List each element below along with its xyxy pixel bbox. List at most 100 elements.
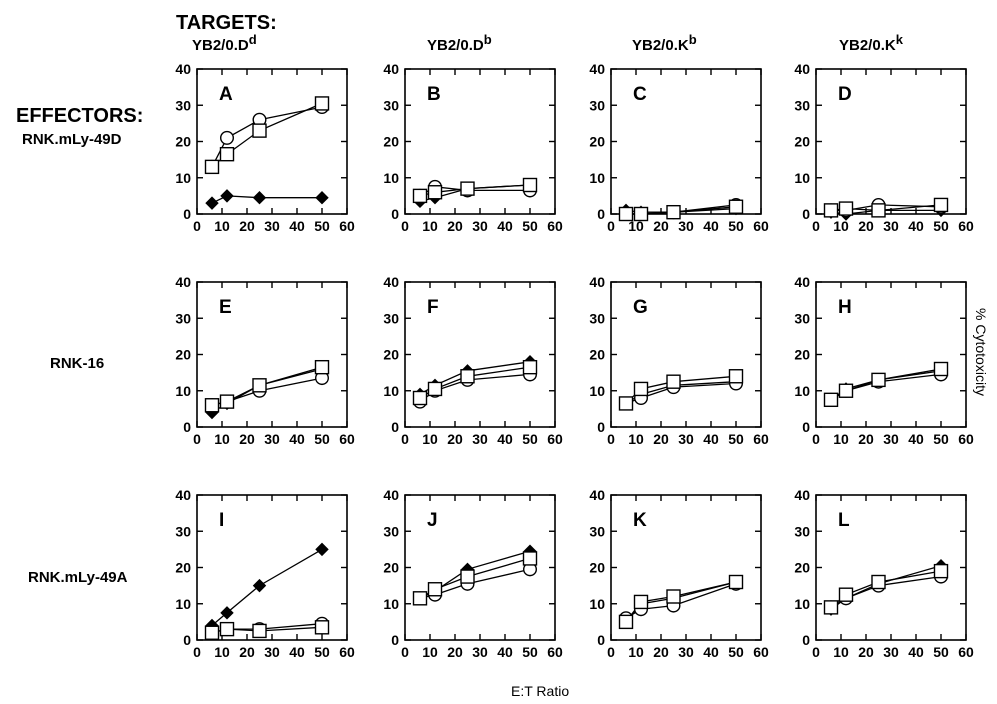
panel-h: 0 10 20 30 40 0 10 20 30 40 50 60 H (794, 274, 974, 447)
panel-b-point-square (522, 177, 538, 193)
panel-d-point-square (933, 197, 949, 213)
panel-e-xtick-label: 60 (339, 431, 355, 447)
panel-e-xtick-label: 50 (314, 431, 330, 447)
panel-h-point-square (823, 392, 839, 408)
panel-k: 0 10 20 30 40 0 10 20 30 40 50 60 K (589, 487, 769, 660)
panel-l-ytick-label: 20 (794, 560, 810, 576)
panel-e-point-square (204, 398, 220, 413)
panel-j-ytick-label: 0 (391, 632, 399, 648)
panel-k-ytick-label: 40 (589, 487, 605, 503)
panel-k-point-square (633, 594, 649, 610)
panel-l-ytick-label: 0 (802, 632, 810, 648)
panel-k-ytick-label: 30 (589, 523, 605, 539)
panel-j-ytick-label: 20 (383, 560, 399, 576)
panel-l-ytick-label: 40 (794, 487, 810, 503)
panel-d-ytick-label: 10 (794, 170, 810, 186)
panel-k-ytick-label: 20 (589, 560, 605, 576)
panel-k-xtick-label: 40 (703, 644, 719, 660)
panel-l-point-square (823, 600, 839, 615)
panel-a-xtick-label: 0 (193, 218, 201, 234)
panel-g-ytick-label: 30 (589, 310, 605, 326)
panel-l-series-diamond-filled-line (830, 565, 942, 610)
panel-f: 0 10 20 30 40 0 10 20 30 40 50 60 F (383, 274, 563, 447)
panel-c-point-square (633, 206, 649, 222)
panel-b-label: B (427, 84, 441, 105)
panel-c-xtick-label: 40 (703, 218, 719, 234)
panel-k-xtick-label: 30 (678, 644, 694, 660)
panel-j-series-diamond-filled-line (419, 550, 531, 599)
panel-h-ytick-label: 0 (802, 419, 810, 435)
panel-d: 0 10 20 30 40 0 10 20 30 40 50 60 D (794, 61, 974, 234)
panel-c-point-square (618, 206, 634, 222)
panel-c-xtick-label: 0 (607, 218, 615, 234)
panel-k-point-square (618, 614, 634, 630)
panel-c-ytick-label: 10 (589, 170, 605, 186)
panel-j-xtick-label: 0 (401, 644, 409, 660)
panel-f-series-circle-open-line (419, 373, 531, 403)
panel-c-series-square-open-line (626, 206, 737, 215)
panel-h-ytick-label: 30 (794, 310, 810, 326)
panel-e-point-square (314, 359, 330, 375)
panel-b-xtick-label: 10 (422, 218, 438, 234)
panel-l-point-square (838, 587, 854, 602)
panel-i-xtick-label: 0 (193, 644, 201, 660)
panel-a-point-diamond (315, 190, 329, 205)
panel-i-series-diamond-filled-line (211, 548, 323, 626)
panel-i-ytick-label: 40 (175, 487, 191, 503)
panel-f-xtick-label: 40 (497, 431, 513, 447)
target-label-2: YB2/0.Db (427, 32, 492, 54)
panel-h-xtick-label: 0 (812, 431, 820, 447)
panel-i-xtick-label: 50 (314, 644, 330, 660)
panel-f-xtick-label: 20 (447, 431, 463, 447)
panel-h-xtick-label: 20 (858, 431, 874, 447)
panel-g-ytick-label: 0 (597, 419, 605, 435)
panel-i-series-square-open-line (211, 626, 323, 634)
panel-e-ytick-label: 0 (183, 419, 191, 435)
panel-e: 0 10 20 30 40 0 10 20 30 40 50 60 E (175, 274, 355, 447)
panel-j-point-square (427, 582, 443, 597)
panel-a-point-circle (219, 130, 234, 145)
panel-d-xtick-label: 0 (812, 218, 820, 234)
panel-f-series-square-open-line (419, 366, 531, 399)
panel-a-ytick-label: 20 (175, 134, 191, 150)
panel-l-xtick-label: 30 (883, 644, 899, 660)
panel-d-point-square (823, 203, 839, 218)
panel-g-xtick-label: 30 (678, 431, 694, 447)
panel-c: 0 10 20 30 40 0 10 20 30 40 50 60 C (589, 61, 769, 234)
panel-d-ytick-label: 20 (794, 134, 810, 150)
panel-c-label: C (633, 84, 647, 105)
panel-c-ytick-label: 40 (589, 61, 605, 77)
panel-g-point-square (633, 381, 649, 397)
panel-j-xtick-label: 60 (547, 644, 563, 660)
panel-h-series-square-open-line (830, 368, 942, 401)
panel-b: 0 10 20 30 40 0 10 20 30 40 50 60 B (383, 61, 563, 234)
panel-i-ytick-label: 0 (183, 632, 191, 648)
effector-label-3: RNK.mLy-49A (28, 569, 128, 586)
panel-d-ytick-label: 0 (802, 206, 810, 222)
panel-h-ytick-label: 20 (794, 347, 810, 363)
panel-i-point-square (204, 625, 220, 640)
panel-a-point-diamond (220, 189, 234, 203)
panel-d-series-diamond-filled-line (830, 209, 941, 215)
panel-a-xtick-label: 60 (339, 218, 355, 234)
panel-b-xtick-label: 0 (401, 218, 409, 234)
panel-j-point-square (412, 591, 428, 606)
panel-i-label: I (219, 510, 224, 531)
y-axis-label: % Cytotoxicity (973, 308, 989, 396)
panel-d-xtick-label: 10 (833, 218, 849, 234)
panel-l-point-square (871, 574, 886, 590)
panel-l-ytick-label: 30 (794, 523, 810, 539)
panel-d-series-square-open-line (830, 204, 942, 212)
panel-i-xtick-label: 30 (264, 644, 280, 660)
panel-f-point-square (522, 359, 538, 375)
panel-e-ytick-label: 20 (175, 347, 191, 363)
panel-a-xtick-label: 10 (214, 218, 230, 234)
panel-f-xtick-label: 50 (522, 431, 538, 447)
panel-f-ytick-label: 10 (383, 383, 399, 399)
panel-b-xtick-label: 20 (447, 218, 463, 234)
panel-c-ytick-label: 30 (589, 97, 605, 113)
panel-h-xtick-label: 40 (908, 431, 924, 447)
panel-a-ytick-label: 0 (183, 206, 191, 222)
panel-g-series-square-open-line (625, 375, 737, 404)
panel-k-ytick-label: 0 (597, 632, 605, 648)
